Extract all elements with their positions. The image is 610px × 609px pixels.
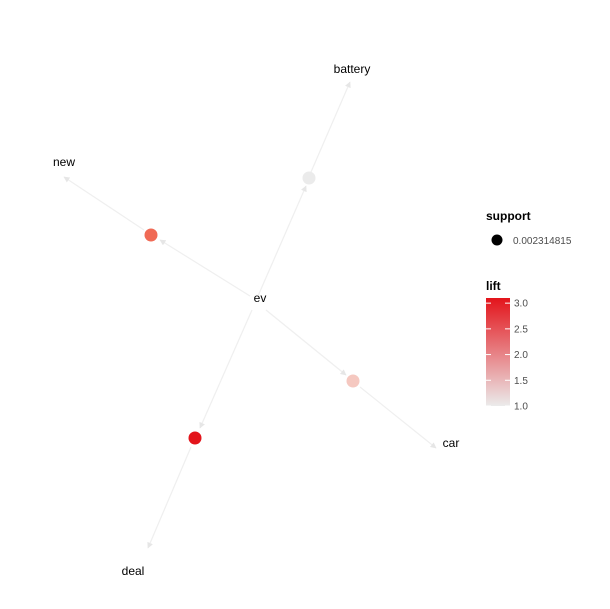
item-label-battery[interactable]: battery [334,62,371,76]
item-label-deal[interactable]: deal [122,564,145,578]
legend-support-marker [491,234,503,246]
edge-rule-battery-to-battery [310,81,351,173]
lift-tick-label: 1.5 [514,376,528,387]
item-label-car[interactable]: car [443,436,460,450]
edge-ev-to-rule-new [159,239,251,297]
legend-lift-ticks: 3.0 2.5 2.0 1.5 1.0 [486,299,528,413]
lift-tick-label: 1.0 [514,402,528,413]
legend-lift-colorbar [486,298,510,406]
edge-rule-car-to-car [359,386,437,449]
edge-rule-deal-to-deal [147,446,192,549]
rule-car-node[interactable] [346,374,360,388]
lift-tick-label: 2.5 [514,324,528,335]
item-label-ev[interactable]: ev [254,291,267,305]
rule-battery-node[interactable] [302,171,316,185]
legend-support-title: support [486,209,531,223]
rule-deal-node[interactable] [188,431,202,445]
edge-ev-to-rule-battery [257,185,307,297]
legend: support 0.002314815 lift 3.0 2.5 2.0 1.5 1.0 [486,209,572,413]
rule-new-node[interactable] [144,228,158,242]
lift-tick-label: 3.0 [514,299,528,310]
edge-ev-to-rule-deal [199,309,253,429]
lift-tick-label: 2.0 [514,350,528,361]
rule-nodes [144,171,360,445]
item-label-new[interactable]: new [53,155,75,169]
legend-support-value: 0.002314815 [513,236,572,247]
item-labels: ev battery new car deal [53,62,459,578]
edge-rule-new-to-new [63,176,145,231]
edges [63,81,437,549]
edge-ev-to-rule-car [265,309,347,376]
legend-lift-title: lift [486,279,501,293]
